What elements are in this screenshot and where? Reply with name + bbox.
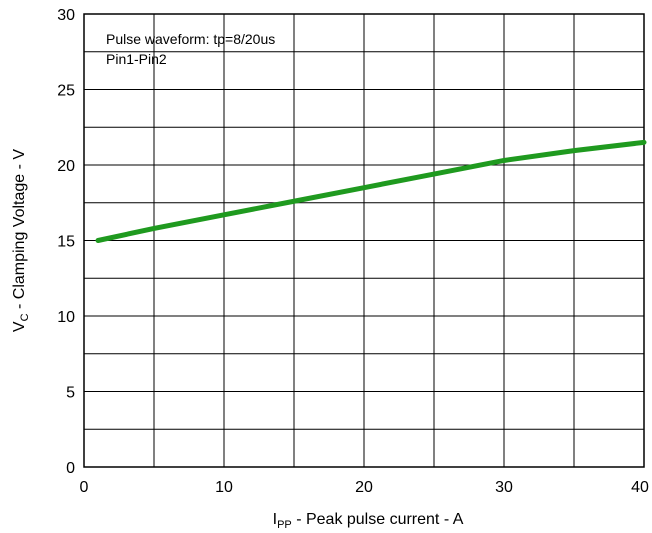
y-tick-label: 20 [57, 158, 75, 175]
x-axis-label: IPP - Peak pulse current - A [273, 511, 464, 531]
y-axis-label-sub: C [19, 313, 31, 321]
y-axis-label: VC - Clamping Voltage - V [11, 149, 31, 332]
x-axis-label-rest: - Peak pulse current - A [292, 511, 464, 528]
y-axis-label-rest: - Clamping Voltage - V [11, 149, 28, 314]
annotation-waveform: Pulse waveform: tp=8/20us [106, 31, 275, 47]
y-tick-label: 10 [57, 309, 75, 326]
plot-frame [83, 13, 645, 468]
series-layer [95, 139, 647, 243]
y-axis-label-main: V [11, 321, 28, 332]
x-tick-label: 20 [355, 479, 373, 496]
y-tick-label: 25 [57, 83, 75, 100]
annotation-pins: Pin1-Pin2 [106, 51, 167, 67]
y-tick-label: 0 [66, 460, 75, 477]
x-axis-label-sub: PP [277, 519, 292, 531]
grid [84, 14, 644, 467]
x-tick-label: 30 [495, 479, 513, 496]
x-axis-label-main: I [273, 511, 277, 528]
y-tick-label: 5 [66, 385, 75, 402]
tick-labels: 0 10 20 30 40 0 5 10 15 20 25 30 [57, 7, 649, 496]
y-tick-label: 15 [57, 234, 75, 251]
x-tick-label: 10 [215, 479, 233, 496]
x-tick-label: 40 [631, 479, 649, 496]
x-tick-label: 0 [80, 479, 89, 496]
y-tick-label: 30 [57, 7, 75, 24]
series-line [95, 139, 647, 243]
